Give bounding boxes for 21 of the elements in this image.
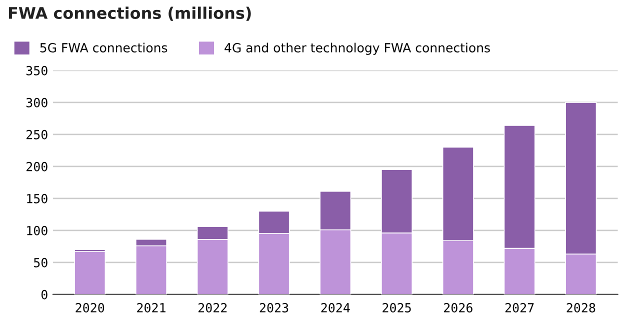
chart-title: FWA connections (millions) (8, 6, 251, 21)
y-tick-label: 300 (26, 98, 48, 108)
legend-label: 5G FWA connections (40, 42, 168, 52)
x-tick-label: 2028 (566, 303, 596, 312)
x-tick-label: 2026 (444, 303, 472, 312)
x-tick-label: 2024 (321, 303, 350, 312)
y-tick-label: 250 (26, 130, 48, 140)
x-tick-label: 2027 (505, 303, 534, 312)
y-tick-label: 100 (27, 226, 48, 236)
legend-label: 4G and other technology FWA connections (224, 42, 490, 55)
y-tick-label: 50 (34, 258, 48, 268)
y-tick-label: 0 (41, 290, 48, 300)
x-tick-label: 2021 (137, 303, 166, 312)
x-tick-label: 2023 (260, 303, 288, 312)
x-tick-label: 2022 (198, 303, 227, 312)
y-tick-label: 200 (26, 162, 48, 172)
x-tick-label: 2020 (76, 303, 104, 312)
x-tick-label: 2025 (382, 303, 411, 312)
y-tick-label: 350 (26, 66, 48, 76)
bar (74, 251, 106, 294)
y-tick-label: 150 (27, 194, 48, 204)
